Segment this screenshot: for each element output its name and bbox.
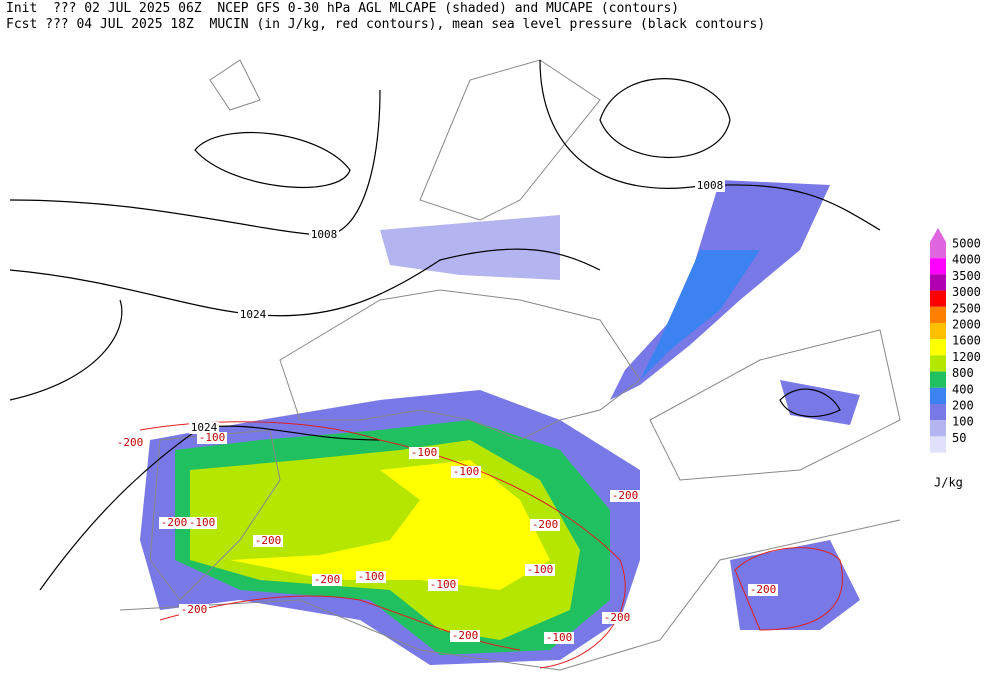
- label-bg: [428, 579, 458, 591]
- colorbar-box: [930, 306, 946, 323]
- label-bg: [409, 447, 439, 459]
- label-bg: [450, 630, 480, 642]
- colorbar-box: [930, 339, 946, 356]
- colorbar-box: [930, 323, 946, 340]
- label-bg: [238, 309, 268, 321]
- label-bg: [197, 432, 227, 444]
- label-bg: [253, 535, 283, 547]
- colorbar-box: [930, 355, 946, 372]
- label-bg: [179, 604, 209, 616]
- colorbar-box: [930, 274, 946, 291]
- cin-label: -100: [189, 516, 216, 529]
- coastline: [279, 289, 641, 441]
- label-bg: [312, 574, 342, 586]
- colorbar-label: 400: [952, 382, 974, 396]
- cin-contour: [734, 547, 843, 631]
- cape-shade: [640, 250, 760, 380]
- label-bg: [356, 571, 386, 583]
- label-bg: [187, 517, 217, 529]
- cape-shade: [380, 215, 560, 280]
- label-bg: [115, 437, 145, 449]
- cin-label: -100: [527, 563, 554, 576]
- header-line: Init ??? 02 JUL 2025 06Z NCEP GFS 0-30 h…: [6, 1, 679, 16]
- label-bg: [602, 612, 632, 624]
- label-bg: [159, 517, 189, 529]
- cin-label: -100: [411, 446, 438, 459]
- cin-label: -200: [750, 583, 777, 596]
- coastline: [149, 429, 281, 601]
- label-bg: [530, 519, 560, 531]
- isobar: [9, 299, 123, 401]
- coastline: [419, 59, 601, 221]
- colorbar-label: 100: [952, 415, 974, 429]
- colorbar-label: 5000: [952, 237, 981, 251]
- label-bg: [544, 632, 574, 644]
- colorbar-box: [930, 242, 946, 259]
- cape-shade: [780, 380, 860, 425]
- colorbar-box: [930, 387, 946, 404]
- header-line: Fcst ??? 04 JUL 2025 18Z MUCIN (in J/kg,…: [6, 17, 765, 32]
- colorbar-label: 50: [952, 431, 966, 445]
- colorbar-box: [930, 258, 946, 275]
- isobar-label: 1008: [311, 228, 338, 241]
- coastlines: [119, 59, 901, 671]
- coastline: [649, 329, 901, 481]
- colorbar-label: 4000: [952, 253, 981, 267]
- colorbar-label: 2000: [952, 318, 981, 332]
- colorbar-label: 3000: [952, 285, 981, 299]
- colorbar-label: 200: [952, 399, 974, 413]
- cin-label: -200: [604, 611, 631, 624]
- colorbar-unit: J/kg: [934, 476, 963, 490]
- cin-label: -200: [117, 436, 144, 449]
- isobar: [194, 132, 351, 188]
- cin-label: -200: [181, 603, 208, 616]
- isobar: [779, 388, 841, 418]
- cape-shade: [730, 540, 860, 630]
- isobar: [599, 78, 731, 158]
- label-bg: [451, 466, 481, 478]
- cin-label: -200: [452, 629, 479, 642]
- label-bg: [610, 490, 640, 502]
- colorbar-box: [930, 420, 946, 437]
- coastline: [209, 59, 261, 111]
- colorbar-box: [930, 436, 946, 453]
- cin-label: -200: [532, 518, 559, 531]
- isobar-label: 1008: [697, 179, 724, 192]
- colorbar-label: 1200: [952, 350, 981, 364]
- shading: [140, 180, 860, 665]
- colorbar-box: [930, 290, 946, 307]
- cin-label: -100: [430, 578, 457, 591]
- colorbar-label: 3500: [952, 269, 981, 283]
- cin-label: -200: [255, 534, 282, 547]
- cin-label: -200: [314, 573, 341, 586]
- label-bg: [525, 564, 555, 576]
- cin-label: -100: [199, 431, 226, 444]
- colorbar-box: [930, 404, 946, 421]
- label-bg: [309, 229, 339, 241]
- isobar: [9, 248, 601, 317]
- cin-label: -200: [161, 516, 188, 529]
- isobar-label: 1024: [191, 421, 218, 434]
- coastline: [119, 519, 901, 671]
- colorbar-box: [930, 371, 946, 388]
- cin-label: -100: [453, 465, 480, 478]
- colorbar-label: 800: [952, 366, 974, 380]
- colorbar-cap: [930, 228, 946, 242]
- cin-label: -100: [358, 570, 385, 583]
- cin-label: -200: [612, 489, 639, 502]
- colorbar-label: 1600: [952, 334, 981, 348]
- label-bg: [695, 180, 725, 192]
- cin-label: -100: [546, 631, 573, 644]
- colorbar: 5000 4000 3500 3000 2500 2000 1600 1200 800 400 20…: [930, 228, 981, 490]
- cape-shade: [230, 460, 550, 590]
- label-bg: [189, 422, 219, 434]
- label-bg: [748, 584, 778, 596]
- isobar-label: 1024: [240, 308, 267, 321]
- isobar: [539, 59, 881, 231]
- colorbar-label: 2500: [952, 301, 981, 315]
- isobar: [9, 89, 381, 236]
